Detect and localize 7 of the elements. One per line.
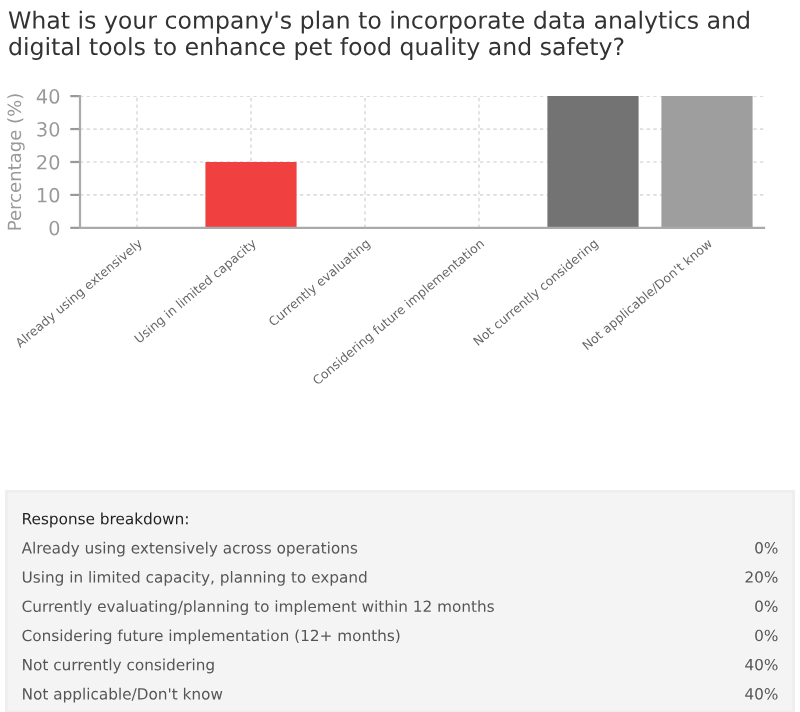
y-tick-label: 0 <box>49 220 60 236</box>
y-tick-label: 40 <box>36 89 60 104</box>
y-tick-label: 30 <box>37 122 60 137</box>
chart-title: What is your company's plan to incorporate data analytics and digital tools to enhance pet food quality and safety? <box>8 10 749 60</box>
y-tick-label: 10 <box>37 187 60 203</box>
y-tick-label: 20 <box>37 154 60 170</box>
y-axis-title: Percentage (%) <box>7 94 25 230</box>
